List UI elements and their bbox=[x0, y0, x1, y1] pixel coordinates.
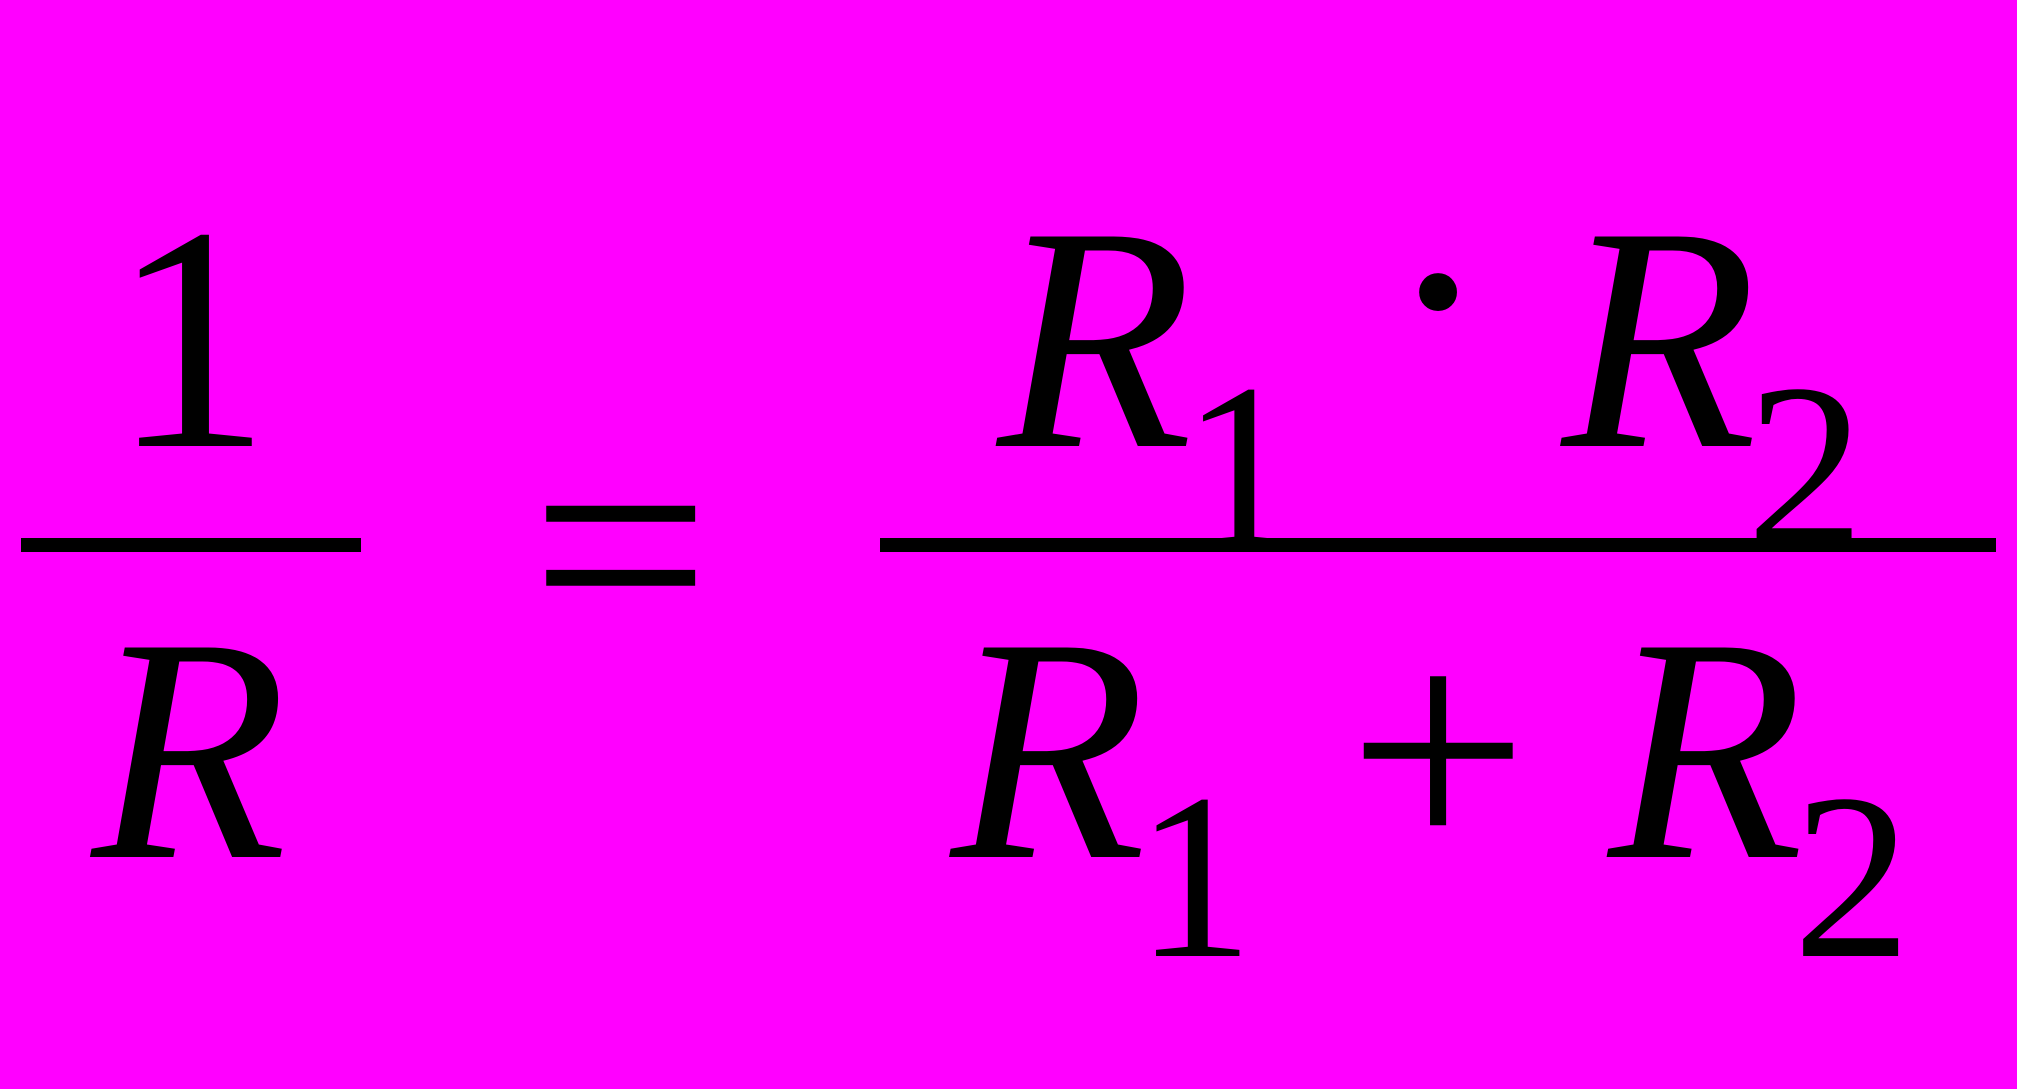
right-denominator: R 1 + R 2 bbox=[880, 571, 1995, 929]
right-fraction: R 1 · R 2 R 1 + R 2 bbox=[880, 160, 1995, 929]
left-denominator: R bbox=[21, 571, 360, 929]
sub-2-num: 2 bbox=[1746, 349, 1864, 586]
plus-operator: + bbox=[1268, 590, 1608, 910]
sub-1-den: 1 bbox=[1135, 759, 1253, 996]
var-r2-den: R bbox=[1608, 590, 1807, 910]
dot-operator: · bbox=[1314, 131, 1561, 451]
var-r: R bbox=[92, 590, 291, 910]
left-numerator: 1 bbox=[41, 160, 342, 518]
equals-sign: = bbox=[473, 385, 769, 705]
fraction-bar bbox=[21, 538, 360, 552]
left-fraction: 1 R bbox=[21, 160, 360, 929]
right-numerator: R 1 · R 2 bbox=[927, 160, 1949, 518]
var-r1-den: R bbox=[951, 590, 1150, 910]
sub-2-den: 2 bbox=[1793, 759, 1911, 996]
var-r2-num: R bbox=[1562, 179, 1761, 499]
numeral-one: 1 bbox=[111, 179, 271, 499]
sub-1-num: 1 bbox=[1182, 349, 1300, 586]
var-r1-num: R bbox=[997, 179, 1196, 499]
equation-root: 1 R = R 1 · R 2 R 1 + R 2 bbox=[0, 112, 2017, 977]
